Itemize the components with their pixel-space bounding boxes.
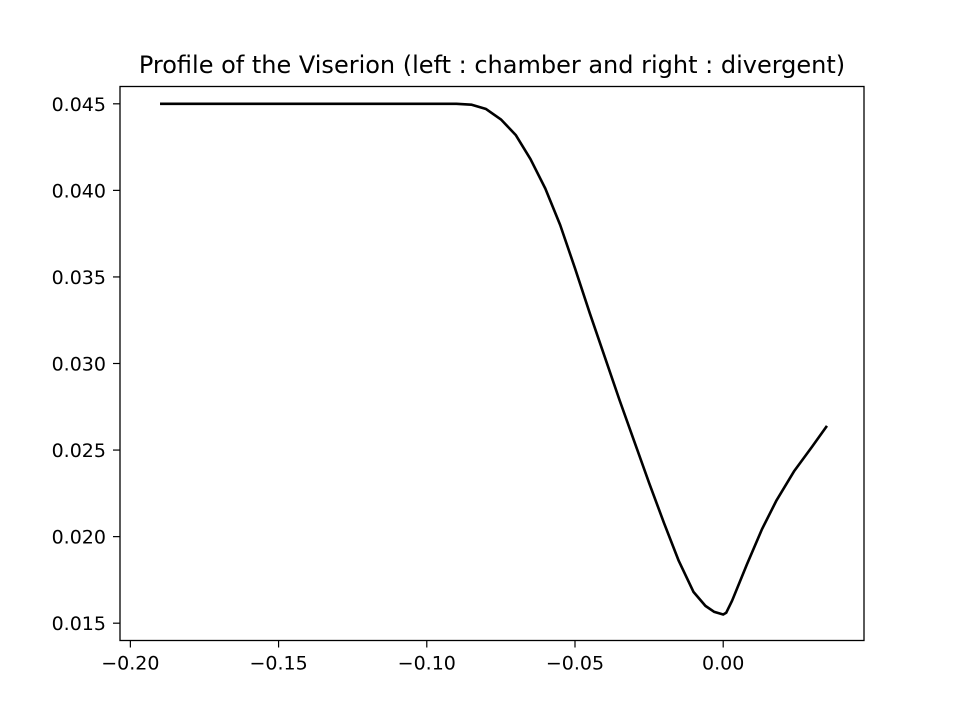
chart-title: Profile of the Viserion (left : chamber … <box>139 51 845 79</box>
series-layer <box>160 102 829 616</box>
ticks-layer: −0.20 −0.15 −0.10 −0.05 0.00 0.015 0.020 0.025 0… <box>52 94 745 675</box>
y-tick-label: 0.025 <box>52 440 106 462</box>
x-tick-label: 0.00 <box>702 653 744 675</box>
y-tick-label: 0.030 <box>52 354 106 376</box>
y-tick-label: 0.045 <box>52 94 106 116</box>
y-tick-label: 0.040 <box>52 180 106 202</box>
y-tick-label: 0.035 <box>52 267 106 289</box>
profile-line <box>160 102 829 616</box>
x-tick-label: −0.20 <box>101 653 159 675</box>
x-tick-label: −0.10 <box>398 653 456 675</box>
y-tick-label: 0.020 <box>52 527 106 549</box>
x-tick-label: −0.05 <box>546 653 604 675</box>
y-tick-label: 0.015 <box>52 613 106 635</box>
plot-frame <box>119 85 865 642</box>
x-tick-label: −0.15 <box>249 653 307 675</box>
